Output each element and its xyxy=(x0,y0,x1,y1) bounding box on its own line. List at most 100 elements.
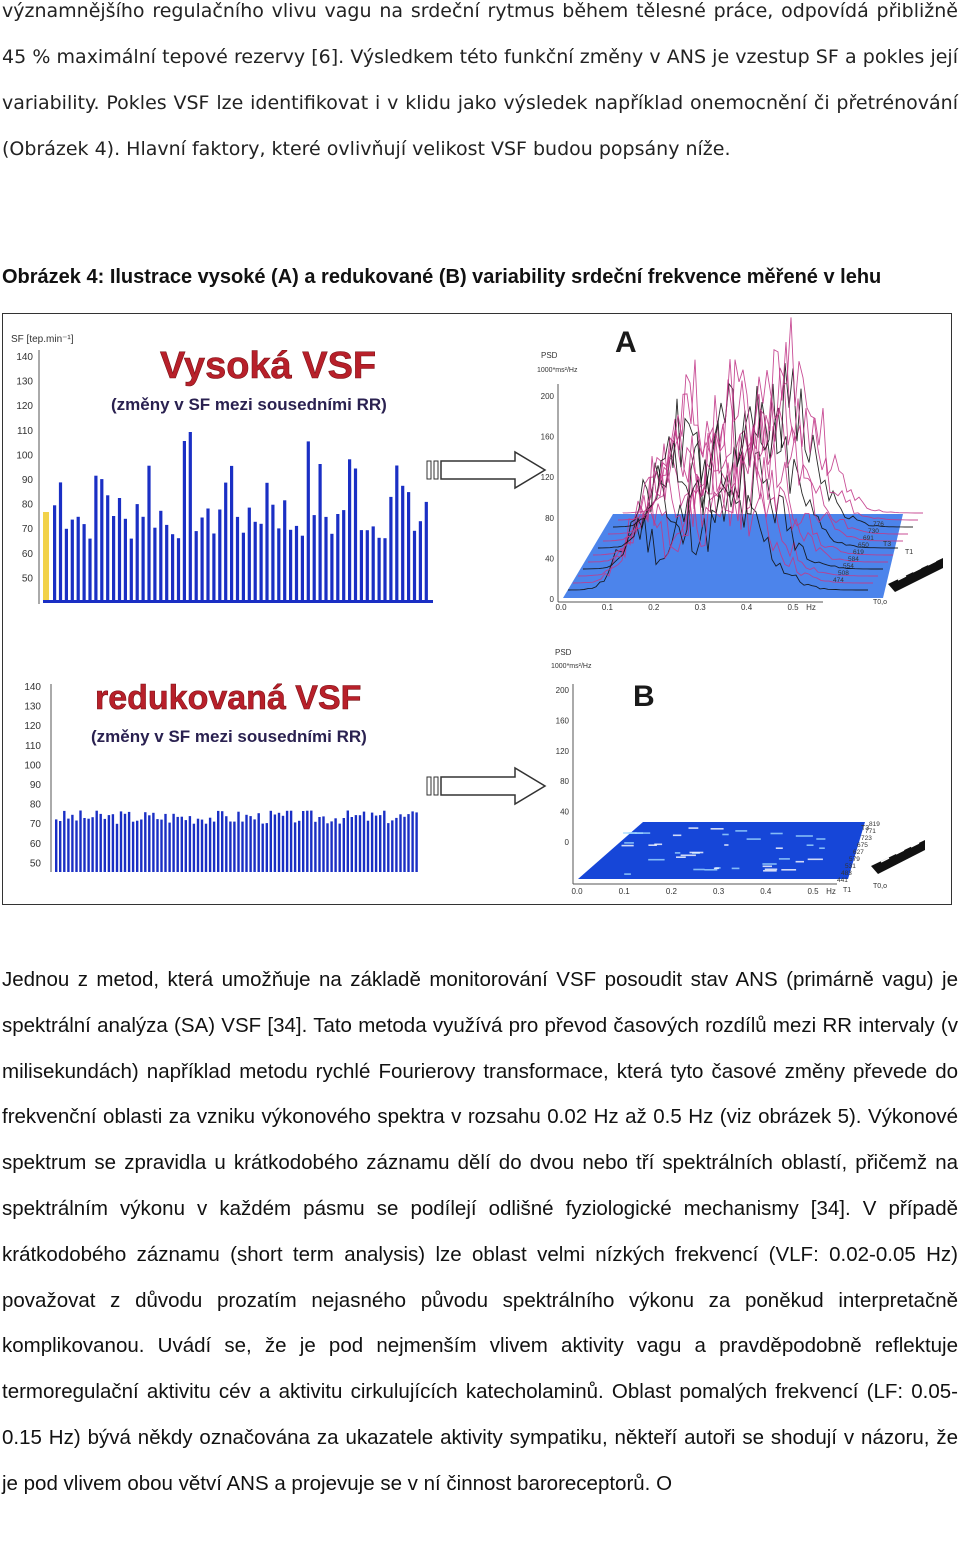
hr-bar xyxy=(159,510,163,602)
hr-bar-b xyxy=(164,813,167,872)
hr-bar xyxy=(253,521,257,602)
psd-tick: 160 xyxy=(541,433,555,442)
hr-bar-b xyxy=(136,820,139,872)
hr-bar-b xyxy=(67,818,70,872)
spectrum-ripple-b xyxy=(688,827,699,829)
hr-bar-b xyxy=(330,821,333,872)
hr-bar xyxy=(129,538,133,602)
hr-tick-b: 60 xyxy=(30,839,42,850)
hr-bar xyxy=(247,507,251,602)
panel-b-psd-unit: 1000*ms²/Hz xyxy=(551,663,592,670)
hr-tick-a: 50 xyxy=(22,573,34,584)
panel-a-t3: T3 xyxy=(883,541,891,548)
figure-4: SF [tep.min⁻¹] 140 130 120 110 100 90 80 70 60 50… xyxy=(2,313,952,905)
spectrum-ripple-b xyxy=(674,852,681,854)
hr-bar xyxy=(371,526,375,602)
panel-a-t0: T0,o xyxy=(873,599,887,606)
spectrum-ripple-b xyxy=(746,838,761,840)
side-number-b: 819 xyxy=(869,821,880,828)
hr-bar xyxy=(112,516,116,602)
hr-tick-a: 120 xyxy=(16,401,33,412)
spectrum-ripple-b xyxy=(778,858,790,860)
hz-label: Hz xyxy=(826,887,836,896)
spectrum-line-a xyxy=(582,439,883,570)
spectrum-ripple-b xyxy=(762,863,777,865)
figure-caption: Obrázek 4: Ilustrace vysoké (A) a reduko… xyxy=(2,266,882,288)
hr-bar-b xyxy=(59,821,62,872)
hr-tick-b: 50 xyxy=(30,858,42,869)
hr-bar xyxy=(353,468,358,602)
hr-bar-b xyxy=(99,813,102,872)
hr-bar xyxy=(235,516,240,602)
hr-bar xyxy=(401,485,405,602)
psd-tick: 80 xyxy=(545,514,554,523)
hr-bar-b xyxy=(168,822,171,872)
hr-tick-b: 140 xyxy=(24,682,41,693)
hr-bar-b xyxy=(160,819,163,872)
hr-bar xyxy=(53,505,57,602)
psd-tick: 120 xyxy=(541,473,555,482)
arrow-right-icon-b xyxy=(426,766,547,806)
hr-bar xyxy=(342,510,346,602)
hr-bar xyxy=(306,441,310,602)
hr-bar-b xyxy=(346,810,349,872)
side-number-a: 650 xyxy=(858,542,869,549)
hr-bar xyxy=(200,517,204,602)
hz-tick: 0.0 xyxy=(555,603,567,612)
panel-a-psd-label: PSD xyxy=(541,351,558,360)
psd-tick: 160 xyxy=(556,716,570,725)
hr-bar-b xyxy=(152,812,155,872)
hr-tick-a: 140 xyxy=(16,352,33,363)
hr-bar-b xyxy=(192,823,196,872)
hr-bar-b xyxy=(107,815,111,872)
hr-bar-b xyxy=(322,816,325,872)
psd-tick: 200 xyxy=(556,686,570,695)
hr-bar-b xyxy=(366,820,370,872)
hr-tick-a: 90 xyxy=(22,475,34,486)
hr-bar xyxy=(58,482,63,602)
panel-b-psd-label: PSD xyxy=(555,648,572,657)
hr-bar-b xyxy=(358,815,362,872)
side-number-a: 474 xyxy=(833,577,844,584)
hr-bar xyxy=(377,537,381,602)
hr-bar-b xyxy=(245,814,248,872)
hr-bar-b xyxy=(91,817,94,872)
hr-bar xyxy=(259,523,263,602)
spectrum-ripple-b xyxy=(762,865,772,868)
spectrum-ripple-b xyxy=(816,838,826,840)
hr-bar-b xyxy=(188,816,192,872)
hr-bar-b xyxy=(306,810,309,872)
hr-tick-b: 100 xyxy=(24,760,41,771)
hr-bar-b xyxy=(229,821,232,872)
hr-tick-b: 70 xyxy=(30,819,42,830)
side-number-b: 723 xyxy=(861,835,872,842)
hr-bar xyxy=(153,527,157,602)
panel-a-t1: T1 xyxy=(905,549,913,556)
side-number-a: 691 xyxy=(863,535,874,542)
hr-bar xyxy=(412,530,417,602)
hr-bar-b xyxy=(415,812,418,872)
hr-bar xyxy=(312,515,316,602)
hr-bar xyxy=(330,533,334,602)
hz-tick: 0.4 xyxy=(741,603,753,612)
spectrum-ripple-b xyxy=(763,870,777,872)
hr-bar xyxy=(206,508,210,602)
hr-bar xyxy=(147,465,151,602)
hz-tick: 0.2 xyxy=(648,603,660,612)
top-paragraph: významnějšího regulačního vlivu vagu na … xyxy=(2,0,958,160)
hr-bar-b xyxy=(144,812,147,872)
hr-bar xyxy=(182,441,186,602)
hr-bar xyxy=(100,479,104,602)
spectrum-ripple-b xyxy=(819,847,825,849)
spectrum-ripple-b xyxy=(689,851,704,854)
hr-bar-b xyxy=(180,816,183,872)
hr-tick-a: 110 xyxy=(17,426,33,437)
hr-bar-b xyxy=(127,811,131,872)
hr-bar-b xyxy=(196,818,200,872)
spectrum-ripple-b xyxy=(648,844,657,846)
side-number-a: 619 xyxy=(853,549,864,556)
hr-tick-a: 100 xyxy=(16,450,33,461)
panel-b-subtitle: (změny v SF mezi sousedními RR) xyxy=(91,727,367,746)
hr-bar xyxy=(365,530,369,602)
psd-tick: 40 xyxy=(545,554,554,563)
